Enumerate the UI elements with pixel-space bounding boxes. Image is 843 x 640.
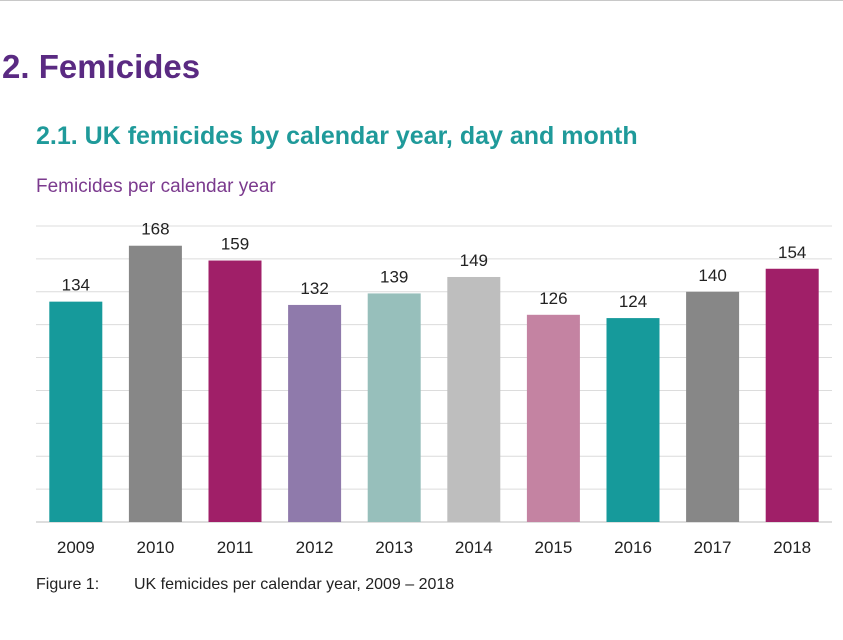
chart-title: Femicides per calendar year: [36, 176, 276, 197]
x-tick-label-2011: 2011: [217, 538, 254, 557]
bar-2014: [447, 276, 501, 522]
bar-2011: [208, 260, 262, 522]
x-tick-label-2012: 2012: [296, 538, 334, 557]
x-tick-label-2016: 2016: [614, 538, 652, 557]
x-tick-label-2018: 2018: [773, 538, 811, 557]
value-label-2016: 124: [619, 292, 647, 311]
value-label-2011: 159: [221, 235, 249, 254]
x-tick-label-2015: 2015: [534, 538, 572, 557]
x-tick-label-2009: 2009: [57, 538, 95, 557]
value-label-2009: 134: [62, 276, 90, 295]
x-axis-labels: 2009 2010 2011 2012 2013 2014 2015 2016 2017 2018: [57, 538, 811, 557]
bar-2013: [367, 293, 421, 522]
bar-2018: [765, 268, 819, 522]
value-label-2018: 154: [778, 243, 806, 262]
x-tick-label-2017: 2017: [694, 538, 732, 557]
figure-caption: Figure 1: UK femicides per calendar year,…: [36, 576, 454, 594]
value-label-2010: 168: [141, 220, 169, 239]
bars: [49, 245, 819, 522]
value-labels: 134 168 159 132 139 149 126 124 140 154: [62, 220, 807, 311]
bar-2017: [686, 291, 740, 522]
x-tick-label-2014: 2014: [455, 538, 493, 557]
bar-2016: [606, 318, 660, 522]
subsection-title: 2.1. UK femicides by calendar year, day …: [36, 122, 638, 150]
value-label-2017: 140: [698, 266, 726, 285]
x-tick-label-2010: 2010: [136, 538, 174, 557]
top-rule: [0, 0, 843, 1]
bar-2015: [526, 314, 580, 522]
figure-number: Figure 1:: [36, 576, 100, 593]
bar-2012: [288, 304, 342, 522]
bar-2009: [49, 301, 103, 522]
figure-caption-text: UK femicides per calendar year, 2009 – 2…: [134, 576, 455, 593]
value-label-2013: 139: [380, 267, 408, 286]
value-label-2015: 126: [539, 289, 567, 308]
value-label-2012: 132: [300, 279, 328, 298]
section-title: 2. Femicides: [2, 48, 201, 85]
bar-2010: [128, 245, 182, 522]
x-tick-label-2013: 2013: [375, 538, 413, 557]
value-label-2014: 149: [460, 251, 488, 270]
